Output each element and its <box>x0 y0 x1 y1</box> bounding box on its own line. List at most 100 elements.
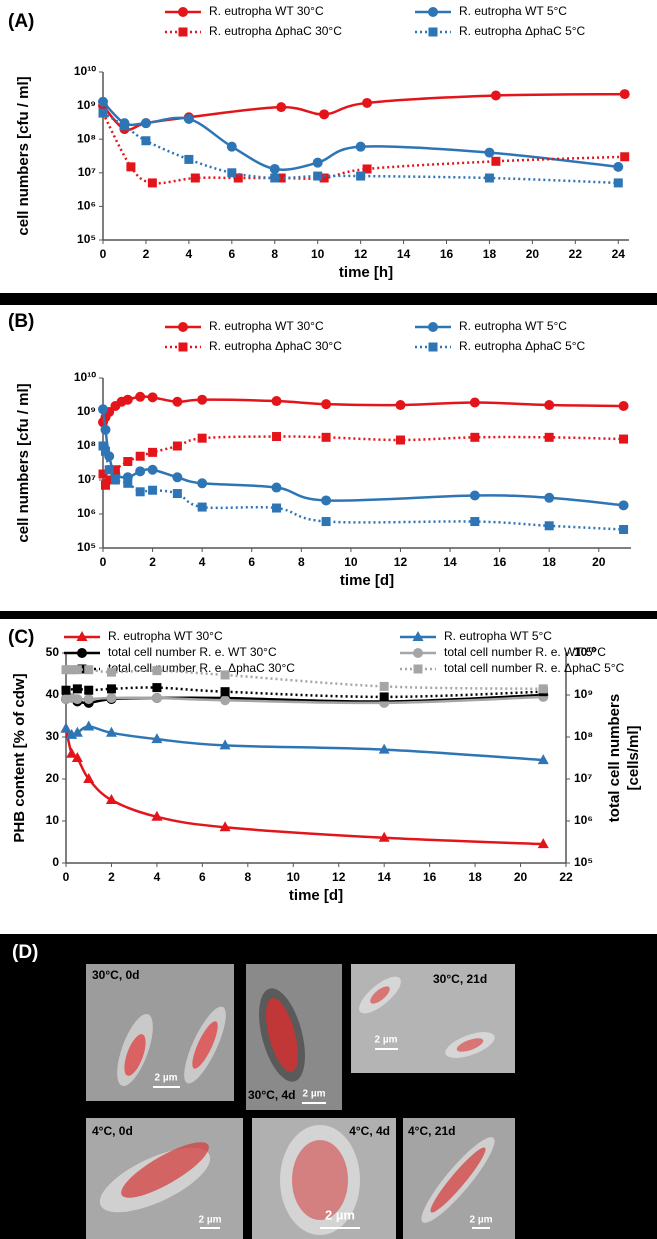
data-point <box>319 109 330 120</box>
y2-axis-label: [cells/ml] <box>625 725 642 790</box>
data-point <box>544 521 554 531</box>
data-point <box>72 684 82 694</box>
data-point <box>538 684 548 694</box>
data-point <box>123 457 133 467</box>
x-tick-label: 20 <box>526 247 540 261</box>
micrograph: 30°C, 0d 2 µm <box>86 964 234 1101</box>
data-point <box>147 178 157 188</box>
data-point <box>152 666 162 676</box>
data-point <box>227 168 237 178</box>
data-point <box>100 424 111 435</box>
data-point <box>356 171 366 181</box>
data-point <box>184 154 194 164</box>
y-tick-label: 10⁶ <box>77 506 96 520</box>
data-point <box>355 141 366 152</box>
y-tick-label: 10¹⁰ <box>74 64 96 78</box>
data-point <box>537 838 549 849</box>
legend-marker <box>428 27 438 37</box>
image-label: 4°C, 4d <box>349 1124 390 1138</box>
x-tick-label: 10 <box>287 870 301 884</box>
x-tick-label: 20 <box>514 870 528 884</box>
legend-label: R. eutropha WT 30°C <box>209 319 324 333</box>
y-axis-label: cell numbers [cfu / ml] <box>15 383 32 542</box>
data-point <box>537 754 549 765</box>
legend-marker <box>178 322 188 332</box>
data-point <box>172 441 182 451</box>
legend-label: R. eutropha ΔphaC 30°C <box>209 339 342 353</box>
x-tick-label: 8 <box>271 247 278 261</box>
y-tick-label: 10⁸ <box>77 131 96 145</box>
data-point <box>544 432 554 442</box>
data-point <box>83 773 95 783</box>
data-point <box>172 472 183 483</box>
data-point <box>270 173 280 183</box>
data-point <box>271 396 282 407</box>
data-point <box>98 441 108 451</box>
image-label: 30°C, 21d <box>433 972 487 986</box>
data-point <box>490 90 501 101</box>
data-point <box>378 743 390 754</box>
x-tick-label: 16 <box>423 870 437 884</box>
data-point <box>613 161 624 172</box>
data-point <box>271 482 282 493</box>
x-tick-label: 14 <box>443 555 457 569</box>
y2-tick-label: 10⁹ <box>574 687 593 701</box>
data-point <box>98 108 108 118</box>
data-point <box>148 485 158 495</box>
data-point <box>276 102 287 113</box>
data-point <box>491 156 501 166</box>
micrograph: 4°C, 0d 2 µm <box>86 1118 243 1239</box>
data-point <box>148 447 158 457</box>
legend-marker <box>412 631 424 641</box>
y-axis-label: cell numbers [cfu / ml] <box>15 76 32 235</box>
data-point <box>321 517 331 527</box>
data-point <box>362 164 372 174</box>
legend-label: total cell number R. e. ΔphaC 5°C <box>444 661 625 675</box>
x-tick-label: 10 <box>311 247 325 261</box>
y-tick-label: 10⁷ <box>78 472 96 486</box>
micrograph: 4°C, 4d 2 µm <box>252 1118 396 1239</box>
legend-label: total cell number R. e. WT 5°C <box>444 645 606 659</box>
legend-marker <box>428 322 438 332</box>
legend-marker <box>178 342 188 352</box>
data-point <box>122 394 133 405</box>
x-tick-label: 4 <box>186 247 193 261</box>
x-tick-label: 0 <box>100 555 107 569</box>
data-point <box>104 475 114 485</box>
micrograph: 30°C, 4d 2 µm <box>246 964 342 1110</box>
x-tick-label: 6 <box>248 555 255 569</box>
data-point <box>119 121 129 131</box>
y-tick-label: 10⁷ <box>78 165 96 179</box>
y-axis-label: PHB content [% of cdw] <box>11 673 28 842</box>
data-point <box>233 173 243 183</box>
data-point <box>135 391 146 402</box>
legend-marker <box>428 342 438 352</box>
data-point <box>84 665 94 675</box>
data-point <box>220 670 230 680</box>
legend-marker <box>413 664 423 674</box>
data-point <box>104 465 114 475</box>
data-point <box>190 173 200 183</box>
data-point <box>110 465 120 475</box>
data-point <box>83 720 95 731</box>
x-axis-label: time [d] <box>340 572 394 589</box>
data-point <box>83 694 94 705</box>
legend-marker <box>76 631 88 641</box>
data-point <box>135 466 146 477</box>
x-tick-label: 2 <box>108 870 115 884</box>
x-tick-label: 24 <box>612 247 626 261</box>
data-point <box>197 502 207 512</box>
data-point <box>226 141 237 152</box>
image-label: 30°C, 4d <box>248 1088 295 1102</box>
y-tick-label: 10⁵ <box>77 540 96 554</box>
data-point <box>71 726 83 737</box>
y-tick-label: 50 <box>46 645 60 659</box>
y-tick-label: 30 <box>46 729 60 743</box>
y-tick-label: 10⁸ <box>77 438 96 452</box>
y2-tick-label: 10⁵ <box>574 855 593 869</box>
x-tick-label: 22 <box>569 247 583 261</box>
data-point <box>362 97 373 108</box>
y2-tick-label: 10¹⁰ <box>574 645 596 659</box>
x-tick-label: 10 <box>344 555 358 569</box>
y2-tick-label: 10⁶ <box>574 813 593 827</box>
